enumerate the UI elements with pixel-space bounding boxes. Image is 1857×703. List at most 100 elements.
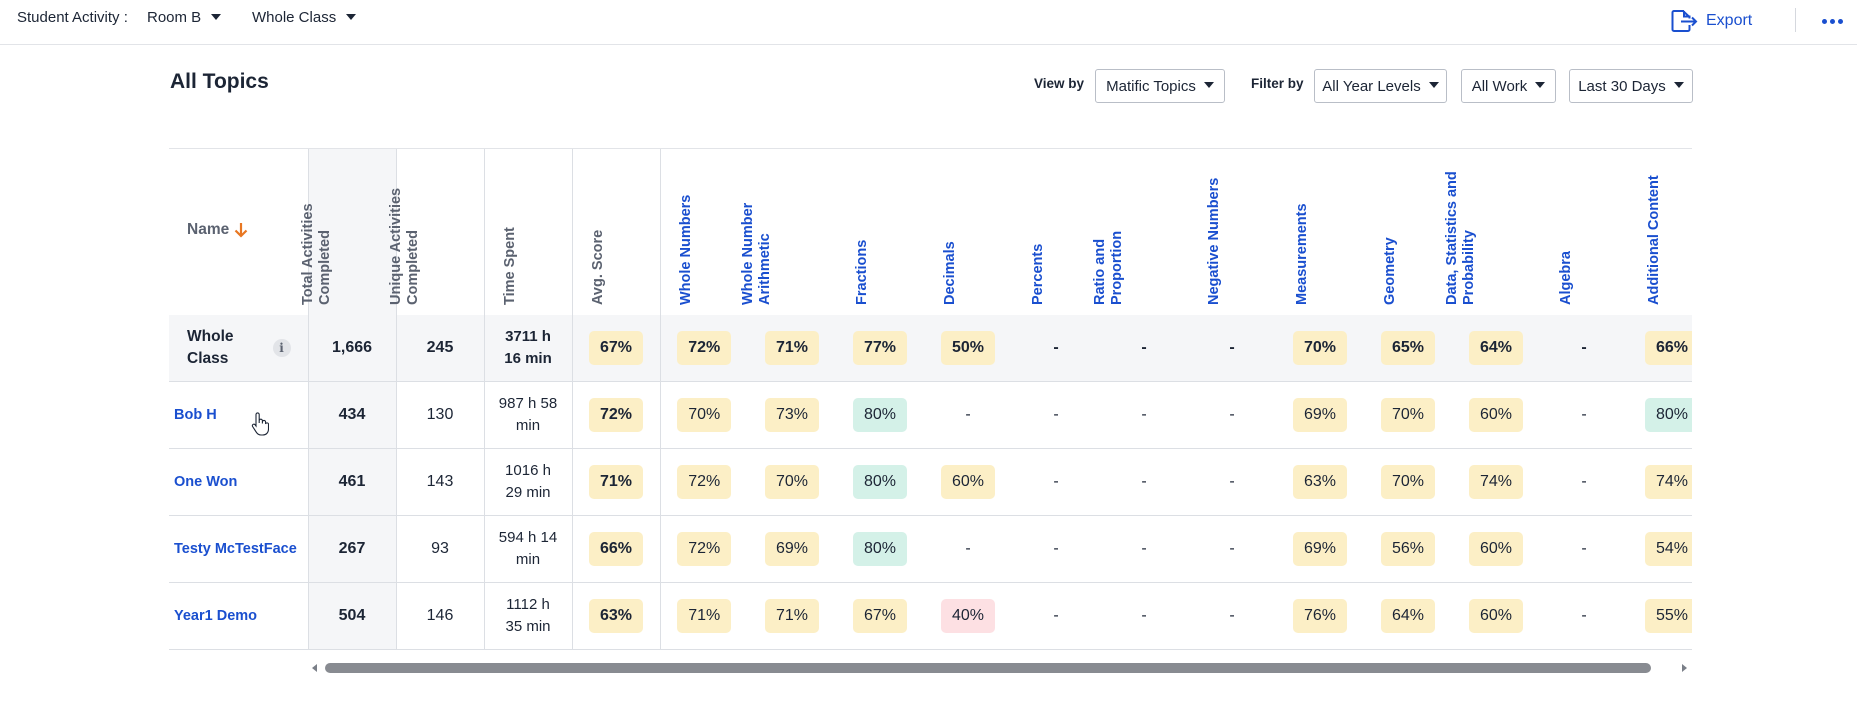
topics-table-container: Name Total Activities Completed Unique A… <box>169 148 1692 650</box>
empty-score: - <box>1581 338 1587 356</box>
topic-header-whole-number-arithmetic[interactable]: Whole Number Arithmetic <box>740 148 836 315</box>
score-badge: 56% <box>1381 532 1435 566</box>
empty-score: - <box>1141 540 1147 557</box>
period-dropdown[interactable]: Last 30 Days <box>1569 69 1693 103</box>
name-cell: Whole Class i <box>169 314 308 382</box>
more-options-button[interactable] <box>1818 7 1846 35</box>
time-spent-cell: 1112 h 35 min <box>483 582 572 650</box>
score-badge: 71% <box>589 465 643 499</box>
topic-header-label: Fractions <box>854 239 870 305</box>
student-name-link[interactable]: Year1 Demo <box>174 608 258 624</box>
topic-score-cell: 74% <box>1628 448 1692 516</box>
empty-score: - <box>1141 473 1147 490</box>
topic-header-algebra[interactable]: Algebra <box>1540 148 1628 315</box>
chevron-down-icon <box>1535 82 1546 88</box>
room-dropdown[interactable]: Room B <box>147 9 222 26</box>
export-button[interactable]: Export <box>1670 6 1752 36</box>
topic-header-whole-numbers[interactable]: Whole Numbers <box>659 148 748 315</box>
scroll-right-arrow-icon[interactable] <box>1682 664 1687 672</box>
topic-score-cell: 69% <box>1276 381 1364 449</box>
unique-activities-cell: 245 <box>395 314 484 382</box>
topic-score-cell: - <box>1012 515 1100 583</box>
total-activities-header[interactable]: Total Activities Completed <box>300 148 396 315</box>
topic-score-cell: - <box>1188 381 1276 449</box>
avg-score-cell: 67% <box>571 314 660 382</box>
whole-class-label: Whole Class <box>187 327 234 367</box>
score-badge: 66% <box>1645 330 1692 365</box>
name-cell: Testy McTestFace <box>169 515 308 583</box>
chevron-down-icon <box>346 14 357 21</box>
score-badge: 55% <box>1645 599 1692 633</box>
avg-score-header[interactable]: Avg. Score <box>571 148 660 315</box>
chevron-down-icon <box>211 14 222 21</box>
unique-activities-cell: 146 <box>395 582 484 650</box>
unique-activities-header[interactable]: Unique Activities Completed <box>388 148 484 315</box>
page-title: All Topics <box>170 70 269 93</box>
time-spent-cell: 594 h 14 min <box>483 515 572 583</box>
topic-score-cell: - <box>1100 515 1188 583</box>
student-name-link[interactable]: Testy McTestFace <box>174 541 297 557</box>
topic-score-cell: - <box>1188 515 1276 583</box>
topic-score-cell: 70% <box>1364 448 1452 516</box>
export-label: Export <box>1706 12 1753 29</box>
group-dropdown[interactable]: Whole Class <box>252 9 357 26</box>
avg-score-cell: 72% <box>571 381 660 449</box>
name-cell: Year1 Demo <box>169 582 308 650</box>
topic-score-cell: 80% <box>836 515 924 583</box>
topic-header-label: Geometry <box>1382 236 1398 305</box>
topic-score-cell: - <box>1012 381 1100 449</box>
topic-score-cell: - <box>1100 448 1188 516</box>
score-badge: 80% <box>853 398 907 432</box>
score-badge: 67% <box>853 599 907 633</box>
total-activities-cell: 434 <box>307 381 396 449</box>
topic-header-label: Ratio and Proportion <box>1092 230 1125 305</box>
total-activities-cell: 504 <box>307 582 396 650</box>
score-badge: 80% <box>853 532 907 566</box>
score-badge: 72% <box>677 532 732 566</box>
topic-score-cell: 56% <box>1364 515 1452 583</box>
score-badge: 64% <box>1469 330 1523 365</box>
year-level-dropdown[interactable]: All Year Levels <box>1314 69 1447 103</box>
topic-score-cell: - <box>1012 448 1100 516</box>
topic-header-label: Whole Number Arithmetic <box>740 202 773 305</box>
score-badge: 60% <box>1469 532 1523 566</box>
topic-score-cell: - <box>1188 314 1276 382</box>
table-body: Whole Class i 1,666 245 3711 h 16 min 67% 72% 7… <box>169 314 1692 650</box>
topic-header-label: Negative Numbers <box>1206 177 1222 305</box>
topic-header-percents[interactable]: Percents <box>1012 148 1100 315</box>
view-by-dropdown[interactable]: Matific Topics <box>1095 69 1225 103</box>
avg-score-cell: 66% <box>571 515 660 583</box>
time-spent-header[interactable]: Time Spent <box>483 148 572 315</box>
topic-header-ratio-and-proportion[interactable]: Ratio and Proportion <box>1092 148 1188 315</box>
work-dropdown[interactable]: All Work <box>1461 69 1556 103</box>
topic-header-geometry[interactable]: Geometry <box>1364 148 1452 315</box>
topic-header-decimals[interactable]: Decimals <box>924 148 1012 315</box>
empty-score: - <box>1053 473 1059 490</box>
total-activities-cell: 1,666 <box>307 314 396 382</box>
table-row: Testy McTestFace 267 93 594 h 14 min 66% 72% 6… <box>169 515 1692 583</box>
student-name-link[interactable]: Bob H <box>174 407 217 423</box>
topic-header-label: Decimals <box>942 240 958 305</box>
scroll-left-arrow-icon[interactable] <box>312 664 317 672</box>
student-name-link[interactable]: One Won <box>174 474 238 490</box>
info-icon[interactable]: i <box>272 338 291 357</box>
topic-score-cell: - <box>1100 582 1188 650</box>
topic-header-fractions[interactable]: Fractions <box>836 148 924 315</box>
group-dropdown-label: Whole Class <box>252 9 337 26</box>
score-badge: 76% <box>1293 599 1347 633</box>
year-level-value: All Year Levels <box>1322 77 1421 95</box>
topic-header-additional-content[interactable]: Additional Content <box>1628 148 1692 315</box>
topic-score-cell: - <box>1188 448 1276 516</box>
name-column-header[interactable]: Name <box>169 148 308 315</box>
topic-header-measurements[interactable]: Measurements <box>1276 148 1364 315</box>
name-cell: Bob H <box>169 381 308 449</box>
score-badge: 65% <box>1381 330 1435 365</box>
topic-score-cell: 63% <box>1276 448 1364 516</box>
horizontal-scrollbar-thumb[interactable] <box>325 663 1651 673</box>
divider <box>1795 8 1796 32</box>
topic-header-negative-numbers[interactable]: Negative Numbers <box>1188 148 1276 315</box>
score-badge: 60% <box>1469 599 1523 633</box>
topic-header-data-statistics-probability[interactable]: Data, Statistics and Probability <box>1444 148 1540 315</box>
time-spent-cell: 1016 h 29 min <box>483 448 572 516</box>
topic-score-cell: 73% <box>748 381 836 449</box>
